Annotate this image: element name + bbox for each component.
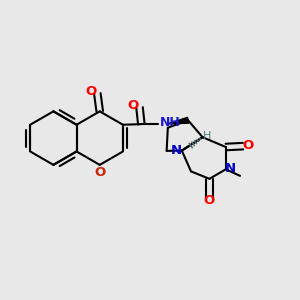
- Text: N: N: [225, 162, 236, 175]
- Text: N: N: [171, 144, 182, 157]
- Text: O: O: [95, 166, 106, 179]
- Text: O: O: [242, 139, 254, 152]
- Text: NH: NH: [160, 116, 180, 129]
- Polygon shape: [167, 117, 189, 124]
- Text: O: O: [128, 99, 139, 112]
- Text: O: O: [203, 194, 214, 207]
- Text: O: O: [85, 85, 96, 98]
- Text: H: H: [203, 131, 212, 141]
